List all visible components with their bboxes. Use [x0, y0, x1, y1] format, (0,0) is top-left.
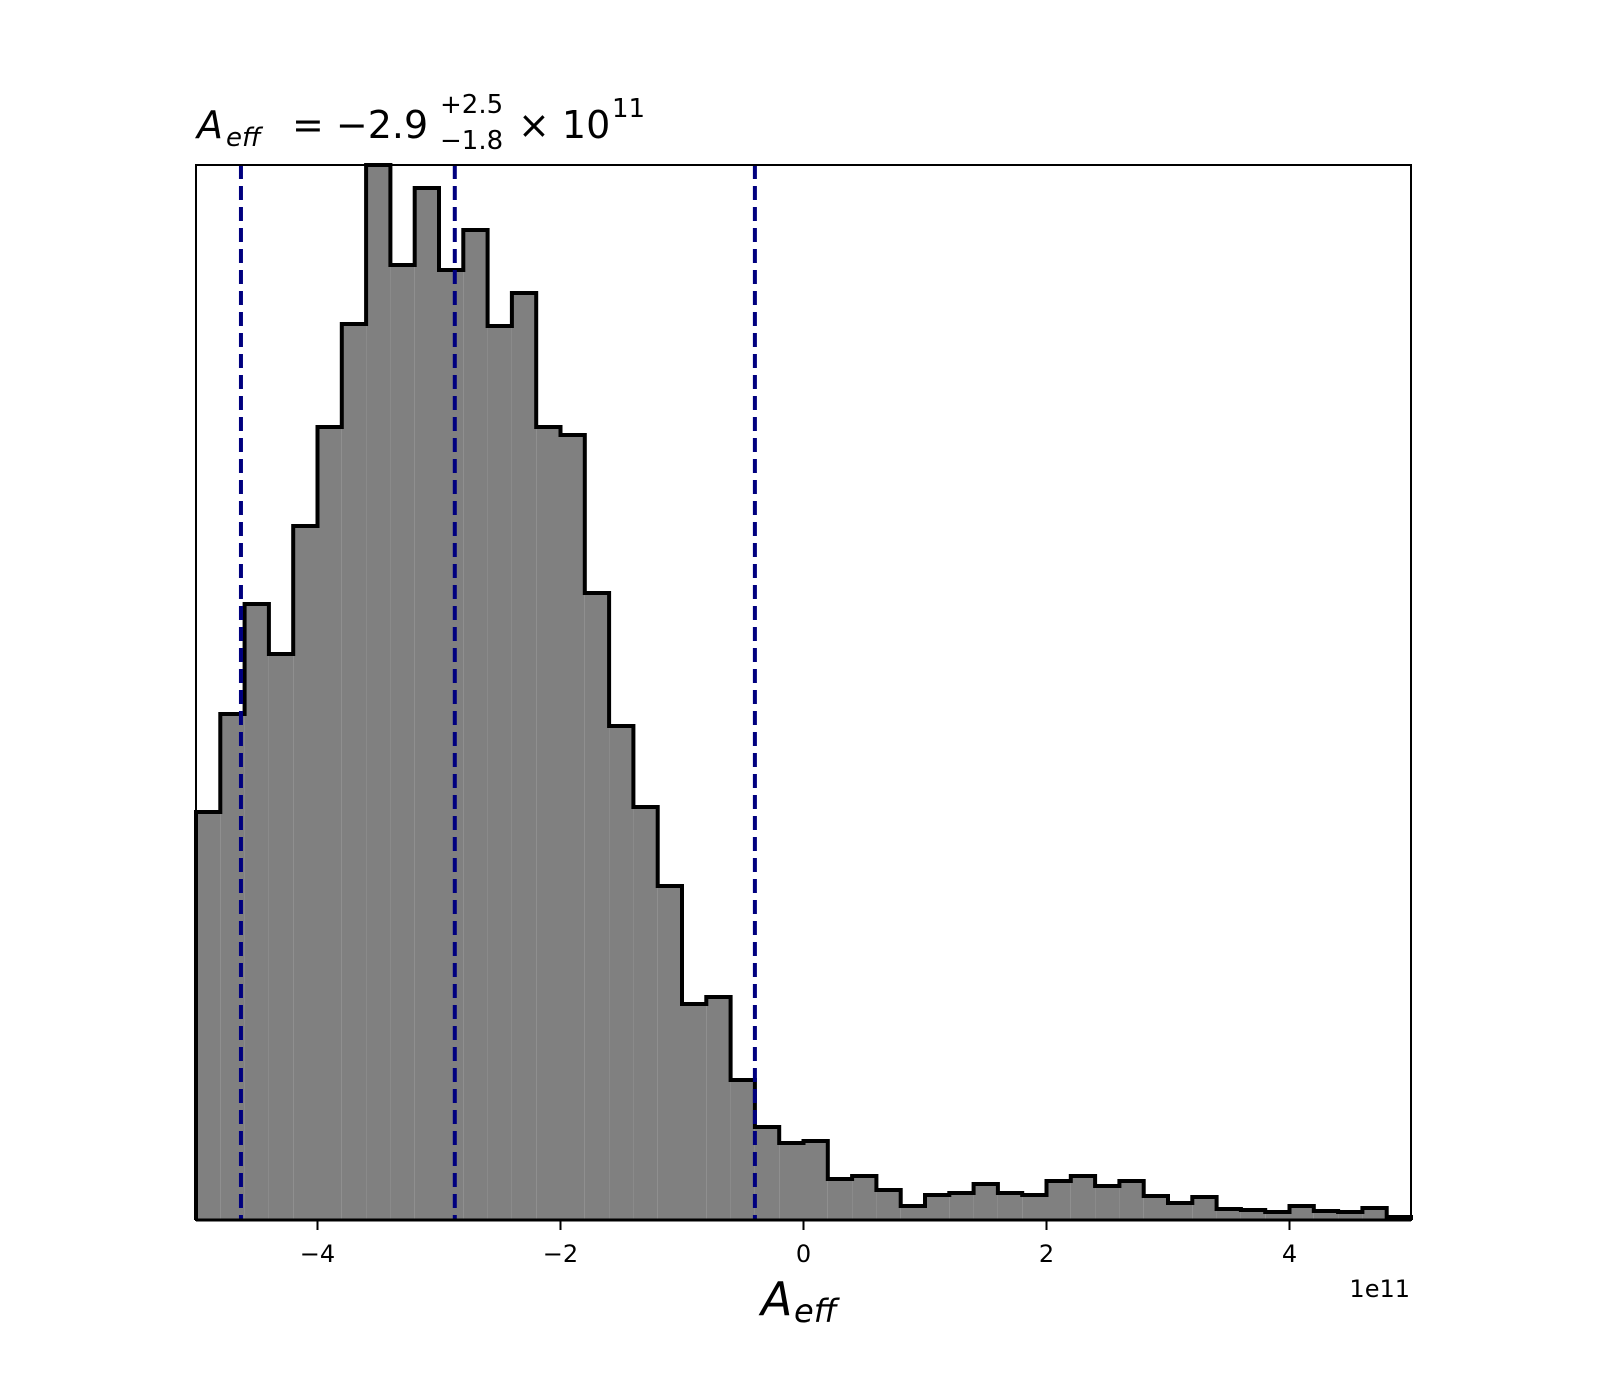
- histogram-bar: [1240, 1210, 1266, 1220]
- histogram-bar: [536, 427, 561, 1220]
- histogram-bar: [196, 812, 221, 1220]
- histogram-bar: [876, 1190, 901, 1220]
- histogram-bar: [1046, 1181, 1071, 1220]
- histogram-bar: [949, 1193, 974, 1220]
- histogram-bar: [706, 997, 731, 1220]
- title-lower: −1.8: [440, 126, 503, 156]
- histogram-bar: [925, 1195, 950, 1220]
- title-equals: = −2.9: [292, 103, 428, 147]
- histogram-bar: [779, 1143, 804, 1220]
- histogram-bar: [852, 1176, 877, 1220]
- histogram-bar: [1022, 1195, 1047, 1220]
- histogram-bar: [317, 427, 342, 1220]
- histogram-bar: [1119, 1181, 1144, 1220]
- histogram-bar: [1192, 1197, 1217, 1220]
- title: A eff = −2.9 +2.5 −1.8 × 10 11: [194, 90, 645, 156]
- histogram-bar: [1168, 1203, 1193, 1220]
- histogram-bar: [341, 324, 367, 1220]
- histogram-bar: [414, 188, 439, 1220]
- x-label: A eff: [758, 1272, 841, 1330]
- histogram-bar: [827, 1179, 853, 1220]
- histogram-bar: [293, 526, 318, 1220]
- histogram-bar: [609, 726, 634, 1220]
- histogram-bar: [268, 654, 294, 1220]
- histogram-bar: [390, 265, 415, 1220]
- histogram-bar: [1289, 1206, 1314, 1220]
- title-exponent: 11: [612, 94, 645, 124]
- histogram-bar: [1338, 1212, 1363, 1220]
- histogram-bar: [997, 1193, 1023, 1220]
- histogram-bar: [1070, 1176, 1096, 1220]
- x-tick-label: −4: [300, 1240, 335, 1268]
- histogram-bar: [973, 1184, 998, 1220]
- x-tick-label: 2: [1039, 1240, 1054, 1268]
- x-offset-label: 1e11: [1349, 1275, 1410, 1303]
- histogram-bar: [511, 293, 537, 1220]
- histogram-bar: [1143, 1196, 1168, 1220]
- histogram-bar: [487, 326, 512, 1220]
- x-tick-label: 0: [796, 1240, 811, 1268]
- histogram-bar: [754, 1127, 780, 1220]
- title-symbol: A: [194, 103, 223, 147]
- histogram-bar: [366, 165, 391, 1220]
- histogram-bar: [463, 230, 488, 1220]
- x-label-symbol: A: [758, 1272, 792, 1326]
- title-times: × 10: [518, 103, 610, 147]
- title-subscript: eff: [226, 123, 264, 153]
- histogram-bar: [1095, 1186, 1120, 1220]
- title-upper: +2.5: [440, 90, 503, 120]
- histogram-bar: [657, 886, 682, 1220]
- histogram-bar: [633, 807, 658, 1220]
- histogram-bar: [1313, 1211, 1339, 1220]
- histogram-bar: [900, 1206, 925, 1220]
- histogram-bar: [803, 1141, 828, 1220]
- x-tick-label: −2: [543, 1240, 578, 1268]
- histogram-bar: [1265, 1212, 1290, 1220]
- histogram-bar: [244, 604, 269, 1220]
- histogram-bar: [1216, 1209, 1241, 1220]
- histogram-bar: [439, 270, 464, 1220]
- x-label-subscript: eff: [794, 1292, 841, 1330]
- histogram-bar: [584, 593, 610, 1220]
- histogram-bar: [560, 435, 585, 1220]
- histogram-bar: [682, 1004, 707, 1220]
- histogram-outline: [194, 163, 1413, 1220]
- histogram-bar: [1362, 1208, 1387, 1220]
- histogram-bar: [730, 1080, 755, 1220]
- x-tick-label: 4: [1282, 1240, 1297, 1268]
